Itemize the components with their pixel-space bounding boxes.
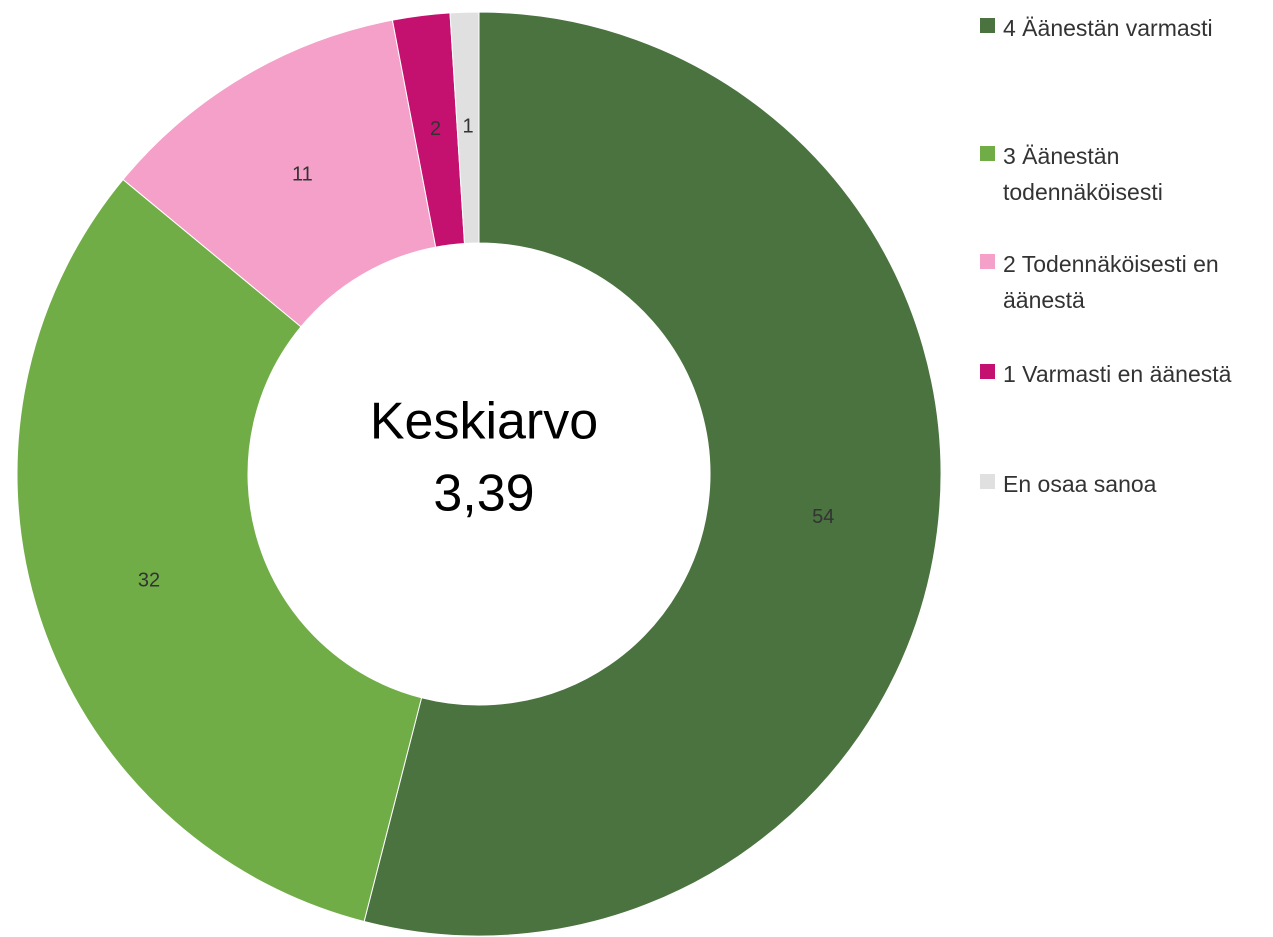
slice <box>122 19 437 328</box>
legend-swatch <box>980 18 995 33</box>
slice <box>363 11 942 937</box>
legend-item: 2 Todennäköisesti en äänestä <box>980 246 1253 318</box>
legend-label: 2 Todennäköisesti en äänestä <box>1003 251 1219 313</box>
legend-label: 3 Äänestän todennäköisesti <box>1003 143 1163 205</box>
data-label: 11 <box>292 164 313 186</box>
data-label: 2 <box>430 118 441 140</box>
slice <box>449 11 480 244</box>
legend-label: En osaa sanoa <box>1003 471 1157 497</box>
legend-label: 1 Varmasti en äänestä <box>1003 361 1232 387</box>
legend-item: 4 Äänestän varmasti <box>980 10 1253 46</box>
center-text: Keskiarvo <box>370 393 598 451</box>
center-text: 3,39 <box>433 465 534 523</box>
legend-swatch <box>980 474 995 489</box>
legend-swatch <box>980 146 995 161</box>
legend-swatch <box>980 364 995 379</box>
legend-label: 4 Äänestän varmasti <box>1003 15 1213 41</box>
legend-item: En osaa sanoa <box>980 466 1253 502</box>
legend-item: 1 Varmasti en äänestä <box>980 356 1253 392</box>
legend-swatch <box>980 254 995 269</box>
legend-item: 3 Äänestän todennäköisesti <box>980 138 1253 210</box>
data-label: 54 <box>812 506 834 528</box>
chart: 54 32 11 2 1 Keskiarvo 3,39 <box>16 11 942 937</box>
slice <box>16 178 423 923</box>
data-label: 1 <box>463 115 474 137</box>
data-label: 32 <box>138 570 160 592</box>
